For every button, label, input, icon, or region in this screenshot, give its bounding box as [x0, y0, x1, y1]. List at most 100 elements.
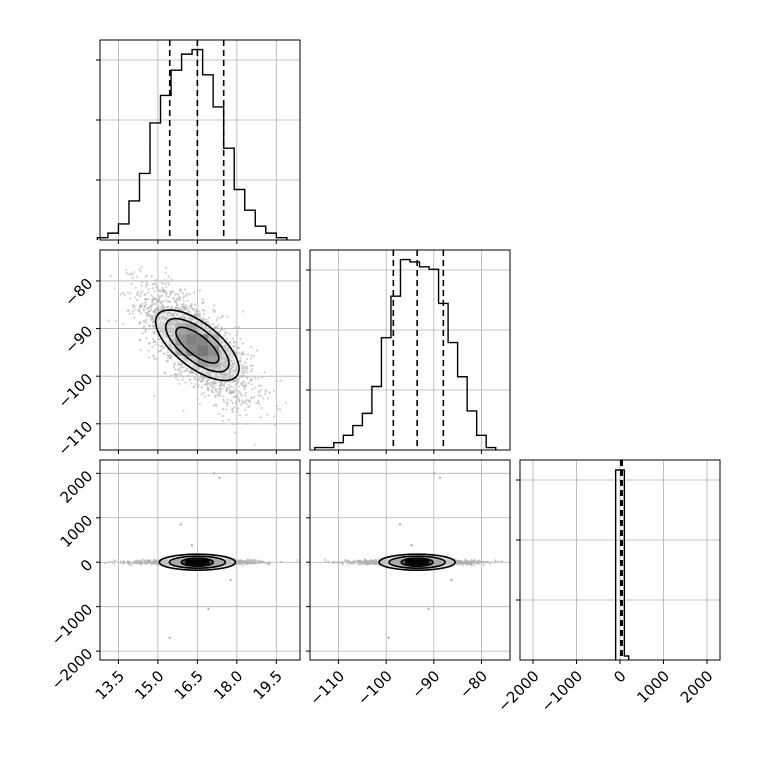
sample-point: [200, 323, 204, 326]
sample-point: [233, 395, 236, 398]
sample-point: [214, 389, 217, 392]
sample-point: [182, 303, 185, 306]
sample-point: [268, 560, 271, 564]
sample-point: [219, 386, 222, 389]
sample-point: [148, 342, 151, 345]
sample-point: [228, 332, 231, 336]
sample-point: [224, 359, 227, 362]
sample-point: [220, 349, 223, 352]
sample-point: [156, 307, 159, 310]
sample-point: [218, 365, 222, 369]
sample-point: [148, 314, 151, 317]
sample-point: [136, 275, 139, 279]
sample-point: [166, 351, 169, 354]
sample-point: [189, 305, 192, 308]
sample-point: [252, 561, 255, 564]
sample-point: [226, 378, 229, 381]
sample-point: [260, 407, 263, 410]
sample-point: [202, 378, 205, 381]
sample-point: [264, 392, 267, 395]
sample-point: [255, 401, 258, 405]
sample-point: [178, 296, 181, 299]
sample-point: [257, 399, 260, 402]
sample-point: [188, 378, 191, 381]
sample-point: [198, 313, 201, 316]
sample-point: [236, 422, 239, 425]
sample-point: [145, 318, 148, 321]
sample-point: [152, 318, 155, 321]
sample-point: [219, 390, 222, 393]
sample-point: [207, 322, 210, 325]
sample-point: [172, 297, 175, 300]
sample-point: [268, 563, 271, 566]
sample-point: [125, 268, 128, 271]
sample-point: [240, 351, 243, 355]
sample-point: [473, 564, 476, 567]
sample-point: [223, 345, 226, 348]
sample-point: [201, 298, 204, 301]
sample-point: [195, 361, 198, 364]
sample-point: [221, 363, 224, 366]
sample-point: [178, 382, 181, 385]
sample-point: [230, 385, 233, 388]
sample-point: [180, 306, 183, 309]
sample-point: [241, 401, 244, 404]
sample-point: [255, 349, 259, 352]
sample-point: [221, 376, 224, 379]
sample-point: [146, 274, 149, 277]
sample-point: [186, 367, 189, 370]
sample-point: [181, 378, 184, 381]
sample-point: [266, 413, 269, 416]
sample-point: [201, 317, 204, 320]
sample-point: [195, 307, 198, 310]
sample-point: [225, 338, 228, 341]
sample-point: [167, 280, 170, 283]
sample-point: [149, 316, 152, 319]
sample-point: [184, 304, 188, 307]
sample-point: [234, 389, 237, 392]
sample-point: [153, 290, 156, 293]
sample-point: [212, 404, 215, 407]
sample-point: [218, 412, 221, 416]
sample-point: [214, 372, 218, 375]
sample-point: [190, 307, 193, 310]
sample-point: [254, 376, 257, 379]
sample-point: [198, 403, 201, 406]
sample-point: [177, 293, 180, 296]
sample-point: [194, 378, 197, 381]
sample-point: [216, 366, 219, 370]
sample-point: [238, 385, 241, 388]
sample-point: [249, 357, 253, 360]
sample-point: [204, 377, 208, 380]
sample-point: [150, 305, 153, 308]
sample-point: [142, 320, 145, 323]
sample-point: [200, 393, 203, 396]
sample-point: [230, 368, 233, 371]
sample-point: [197, 385, 200, 389]
sample-point: [180, 362, 184, 365]
sample-point: [228, 391, 231, 394]
sample-point: [166, 359, 169, 362]
sample-point: [133, 316, 136, 319]
sample-point: [155, 286, 158, 289]
sample-point: [226, 375, 229, 378]
sample-point: [225, 390, 229, 393]
sample-point: [131, 303, 135, 307]
sample-point: [341, 563, 344, 566]
sample-point: [244, 369, 247, 372]
sample-point: [244, 400, 247, 403]
sample-point: [180, 370, 183, 373]
sample-point: [220, 338, 223, 341]
sample-point: [196, 378, 199, 381]
sample-point: [179, 373, 182, 376]
sample-point: [139, 295, 142, 298]
sample-point: [246, 353, 249, 356]
sample-point: [163, 371, 166, 374]
sample-point: [162, 289, 166, 292]
sample-point: [203, 395, 207, 398]
sample-point: [232, 374, 235, 377]
sample-point: [152, 310, 155, 313]
sample-point: [228, 373, 231, 376]
sample-point: [128, 312, 131, 315]
sample-point: [153, 340, 156, 343]
